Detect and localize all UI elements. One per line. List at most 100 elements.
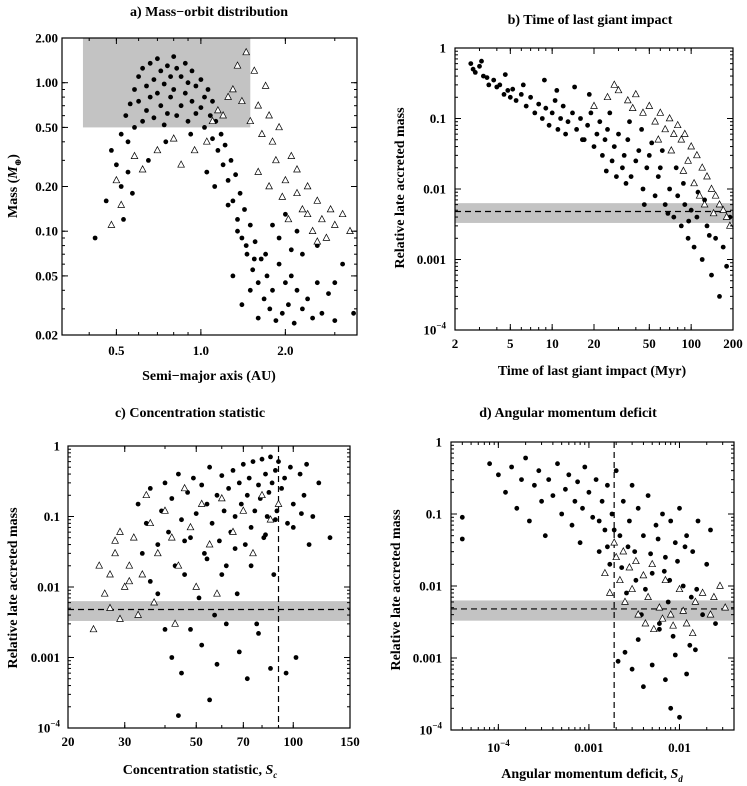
data-point-dot — [594, 131, 600, 137]
data-point-dot — [207, 464, 213, 470]
data-point-dot — [221, 508, 227, 514]
data-point-dot — [300, 306, 305, 312]
data-point-triangle — [673, 120, 682, 129]
data-point-triangle — [229, 84, 237, 93]
data-point-dot — [222, 142, 228, 148]
data-point-dot — [252, 239, 258, 245]
data-point-dot — [653, 522, 659, 528]
data-point-dot — [523, 455, 528, 461]
data-point-dot — [682, 544, 688, 550]
data-point-dot — [283, 670, 289, 676]
data-point-dot — [657, 626, 662, 632]
data-point-dot — [144, 83, 149, 89]
data-point-dot — [675, 558, 680, 564]
panel-d-points — [459, 455, 730, 720]
data-point-dot — [218, 131, 224, 137]
data-point-dot — [505, 88, 511, 93]
panel-a-ytick-label: 0.10 — [35, 224, 58, 239]
data-point-dot — [283, 211, 288, 217]
data-point-dot — [179, 670, 184, 676]
data-point-triangle — [89, 624, 98, 633]
data-point-triangle — [268, 137, 277, 145]
data-point-triangle — [639, 570, 648, 579]
data-point-dot — [300, 251, 305, 257]
data-point-triangle — [281, 175, 290, 184]
data-point-dot — [563, 131, 568, 137]
data-point-dot — [301, 492, 307, 498]
data-point-dot — [491, 77, 497, 83]
data-point-dot — [209, 520, 215, 526]
data-point-triangle — [661, 124, 670, 133]
data-point-triangle — [284, 214, 293, 223]
data-point-dot — [646, 153, 652, 158]
data-point-dot — [574, 126, 579, 132]
data-point-dot — [127, 101, 133, 107]
data-point-dot — [635, 637, 641, 642]
panel-d: d) Angular momentum deficit 10−4 0.001 0… — [389, 406, 735, 784]
panel-c-ytick-label: 10−4 — [37, 719, 60, 736]
data-point-dot — [236, 480, 242, 486]
data-point-triangle — [716, 581, 724, 589]
data-point-dot — [607, 110, 613, 116]
panel-c-ytick-label: 1 — [54, 439, 61, 454]
data-point-dot — [586, 92, 592, 97]
data-point-dot — [713, 235, 718, 241]
data-point-dot — [165, 63, 170, 69]
data-point-dot — [672, 540, 678, 546]
data-point-dot — [103, 198, 109, 204]
data-point-triangle — [208, 116, 217, 125]
data-point-dot — [655, 536, 661, 542]
data-point-triangle — [706, 610, 715, 618]
data-point-dot — [155, 591, 161, 597]
data-point-dot — [536, 468, 542, 474]
data-point-dot — [605, 544, 610, 550]
data-point-dot — [569, 522, 575, 528]
data-point-dot — [625, 544, 631, 550]
data-point-triangle — [258, 490, 266, 499]
data-point-dot — [247, 287, 253, 293]
data-point-triangle — [120, 582, 129, 590]
data-point-triangle — [303, 181, 312, 190]
data-point-dot — [251, 256, 257, 262]
data-point-dot — [198, 105, 204, 110]
data-point-dot — [624, 590, 629, 596]
data-point-dot — [155, 56, 160, 62]
panel-d-ytick-label: 10−4 — [419, 721, 442, 738]
data-point-dot — [185, 80, 191, 86]
data-point-dot — [543, 105, 549, 111]
data-point-dot — [532, 110, 538, 116]
data-point-dot — [202, 551, 207, 556]
data-point-triangle — [605, 588, 614, 596]
data-point-dot — [351, 310, 356, 316]
data-point-dot — [644, 165, 650, 171]
data-point-triangle — [726, 221, 734, 229]
data-point-dot — [230, 468, 236, 473]
data-point-dot — [169, 655, 175, 660]
panel-c-ytick-label: 0.001 — [31, 650, 60, 665]
data-point-triangle — [107, 220, 116, 228]
panel-d-xtick-label: 0.01 — [668, 740, 691, 755]
data-point-dot — [597, 119, 603, 125]
data-point-dot — [144, 108, 149, 113]
data-point-dot — [225, 178, 231, 183]
data-point-triangle — [117, 200, 126, 208]
data-point-dot — [136, 74, 142, 79]
data-point-triangle — [651, 117, 659, 125]
data-point-triangle — [690, 178, 698, 187]
data-point-dot — [527, 518, 532, 524]
data-point-triangle — [254, 167, 263, 175]
data-point-dot — [672, 652, 678, 658]
panel-c-xtick-label: 30 — [118, 734, 131, 749]
panel-d-title: d) Angular momentum deficit — [479, 406, 657, 421]
data-point-dot — [199, 642, 205, 648]
data-point-dot — [225, 202, 231, 208]
data-point-dot — [542, 77, 547, 83]
data-point-triangle — [313, 196, 322, 204]
data-point-dot — [147, 579, 153, 584]
data-point-triangle — [677, 135, 686, 143]
data-point-triangle — [161, 506, 169, 514]
data-point-dot — [507, 94, 513, 100]
data-point-triangle — [138, 165, 147, 173]
data-point-dot — [585, 122, 590, 128]
data-point-triangle — [174, 561, 183, 569]
